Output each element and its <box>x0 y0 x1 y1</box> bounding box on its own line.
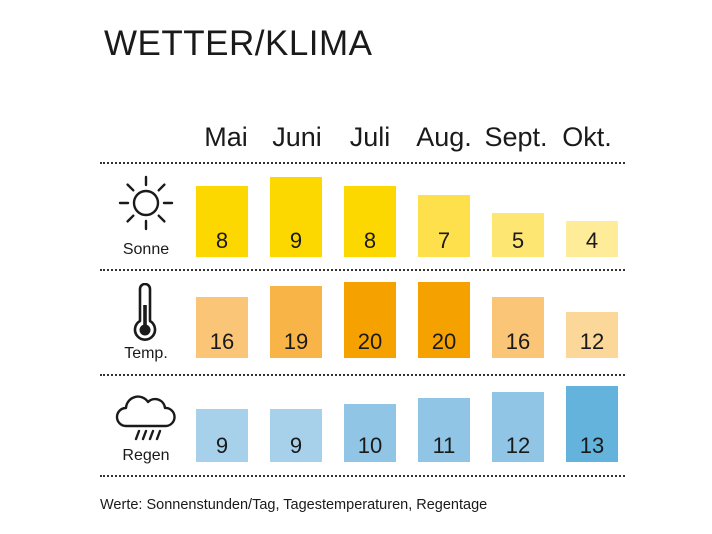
bar-value-label: 9 <box>289 433 303 458</box>
bar-temp <box>418 282 470 358</box>
bar-sonne <box>196 186 248 257</box>
bar-temp <box>492 297 544 358</box>
bar-value-label: 12 <box>579 329 605 354</box>
divider-line <box>100 269 625 271</box>
month-label: Aug. <box>416 122 472 152</box>
row-label-regen: Regen <box>122 447 170 464</box>
thermometer-icon <box>133 283 157 341</box>
bar-regen <box>196 409 248 462</box>
bar-regen <box>344 404 396 462</box>
bar-value-label: 20 <box>357 329 383 354</box>
month-label: Sept. <box>484 122 548 152</box>
bar-value-label: 20 <box>431 329 457 354</box>
bar-value-label: 11 <box>432 433 456 458</box>
divider-line <box>100 162 625 164</box>
rain-cloud-icon <box>115 395 176 441</box>
bar-sonne <box>270 177 322 257</box>
bar-temp <box>344 282 396 358</box>
bar-value-label: 19 <box>283 329 309 354</box>
month-label: Okt. <box>562 122 612 152</box>
month-label: Juni <box>272 122 322 152</box>
bar-value-label: 4 <box>585 228 599 253</box>
divider-line <box>100 374 625 376</box>
bar-value-label: 8 <box>363 228 377 253</box>
row-label-sonne: Sonne <box>122 241 170 258</box>
bar-value-label: 9 <box>289 228 303 253</box>
row-label-temp: Temp. <box>124 345 168 362</box>
bar-temp <box>566 312 618 358</box>
bar-temp <box>196 297 248 358</box>
bar-value-label: 12 <box>505 433 531 458</box>
bar-value-label: 16 <box>505 329 531 354</box>
divider-line <box>100 475 625 477</box>
bar-regen <box>418 398 470 462</box>
month-label: Mai <box>204 122 248 152</box>
bar-regen <box>492 392 544 462</box>
bar-regen <box>566 386 618 462</box>
sun-icon <box>118 175 174 231</box>
bar-value-label: 13 <box>579 433 605 458</box>
bar-value-label: 16 <box>209 329 235 354</box>
chart-title: WETTER/KLIMA <box>104 24 373 63</box>
bar-value-label: 5 <box>511 228 525 253</box>
bar-regen <box>270 409 322 462</box>
bar-value-label: 8 <box>215 228 229 253</box>
bar-sonne <box>566 221 618 257</box>
bar-value-label: 7 <box>437 228 451 253</box>
month-label: Juli <box>349 122 391 152</box>
bar-sonne <box>344 186 396 257</box>
footnote: Werte: Sonnenstunden/Tag, Tagestemperatu… <box>100 497 488 513</box>
bar-value-label: 10 <box>357 433 383 458</box>
bar-value-label: 9 <box>215 433 229 458</box>
bar-temp <box>270 286 322 358</box>
bar-sonne <box>418 195 470 257</box>
bar-sonne <box>492 213 544 257</box>
